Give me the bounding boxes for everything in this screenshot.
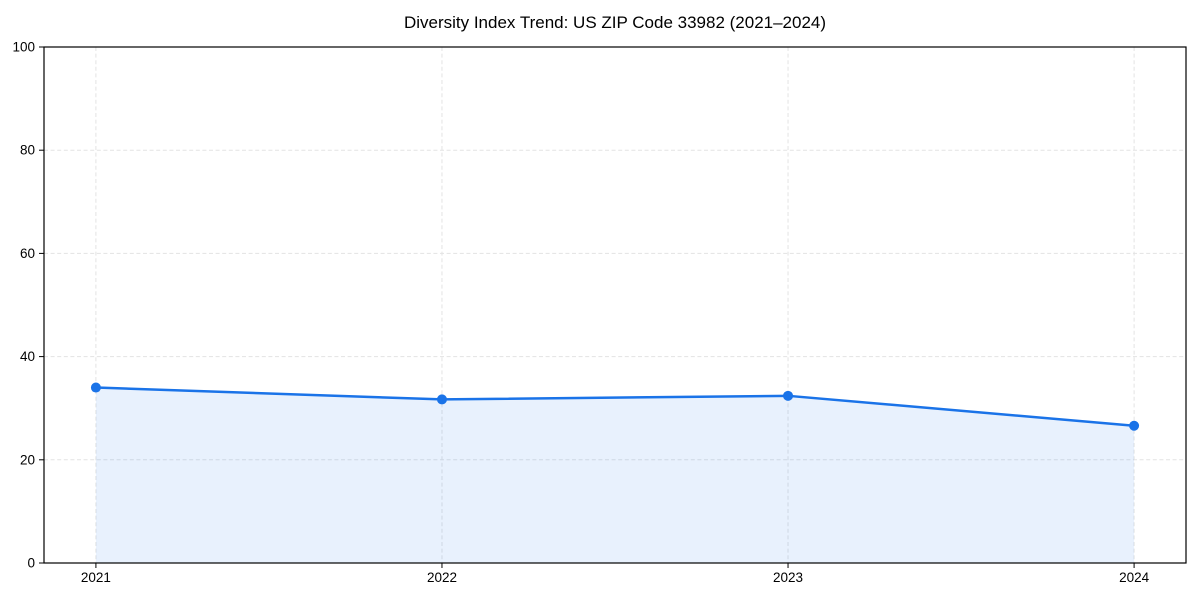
y-tick-label-20: 20 bbox=[20, 452, 35, 467]
x-tick-label-2023: 2023 bbox=[773, 570, 803, 585]
trend-line bbox=[94, 386, 1136, 427]
chart-title: Diversity Index Trend: US ZIP Code 33982… bbox=[403, 13, 827, 32]
y-tick-label-0: 0 bbox=[27, 556, 35, 571]
x-tick-label-2022: 2022 bbox=[427, 570, 457, 585]
x-tick-label-2024: 2024 bbox=[1119, 570, 1150, 585]
y-tick-label-100: 100 bbox=[12, 40, 35, 55]
x-tick-label-2021: 2021 bbox=[81, 570, 111, 585]
y-tick-label-80: 80 bbox=[20, 143, 35, 158]
data-point-2024 bbox=[1129, 420, 1140, 431]
data-point-2023 bbox=[783, 390, 794, 401]
y-tick-label-60: 60 bbox=[20, 246, 35, 261]
plot-border bbox=[43, 46, 1187, 564]
data-point-2021 bbox=[90, 382, 101, 393]
y-tick-label-40: 40 bbox=[20, 349, 35, 364]
area-fill bbox=[95, 387, 1135, 563]
data-point-2022 bbox=[436, 394, 447, 405]
